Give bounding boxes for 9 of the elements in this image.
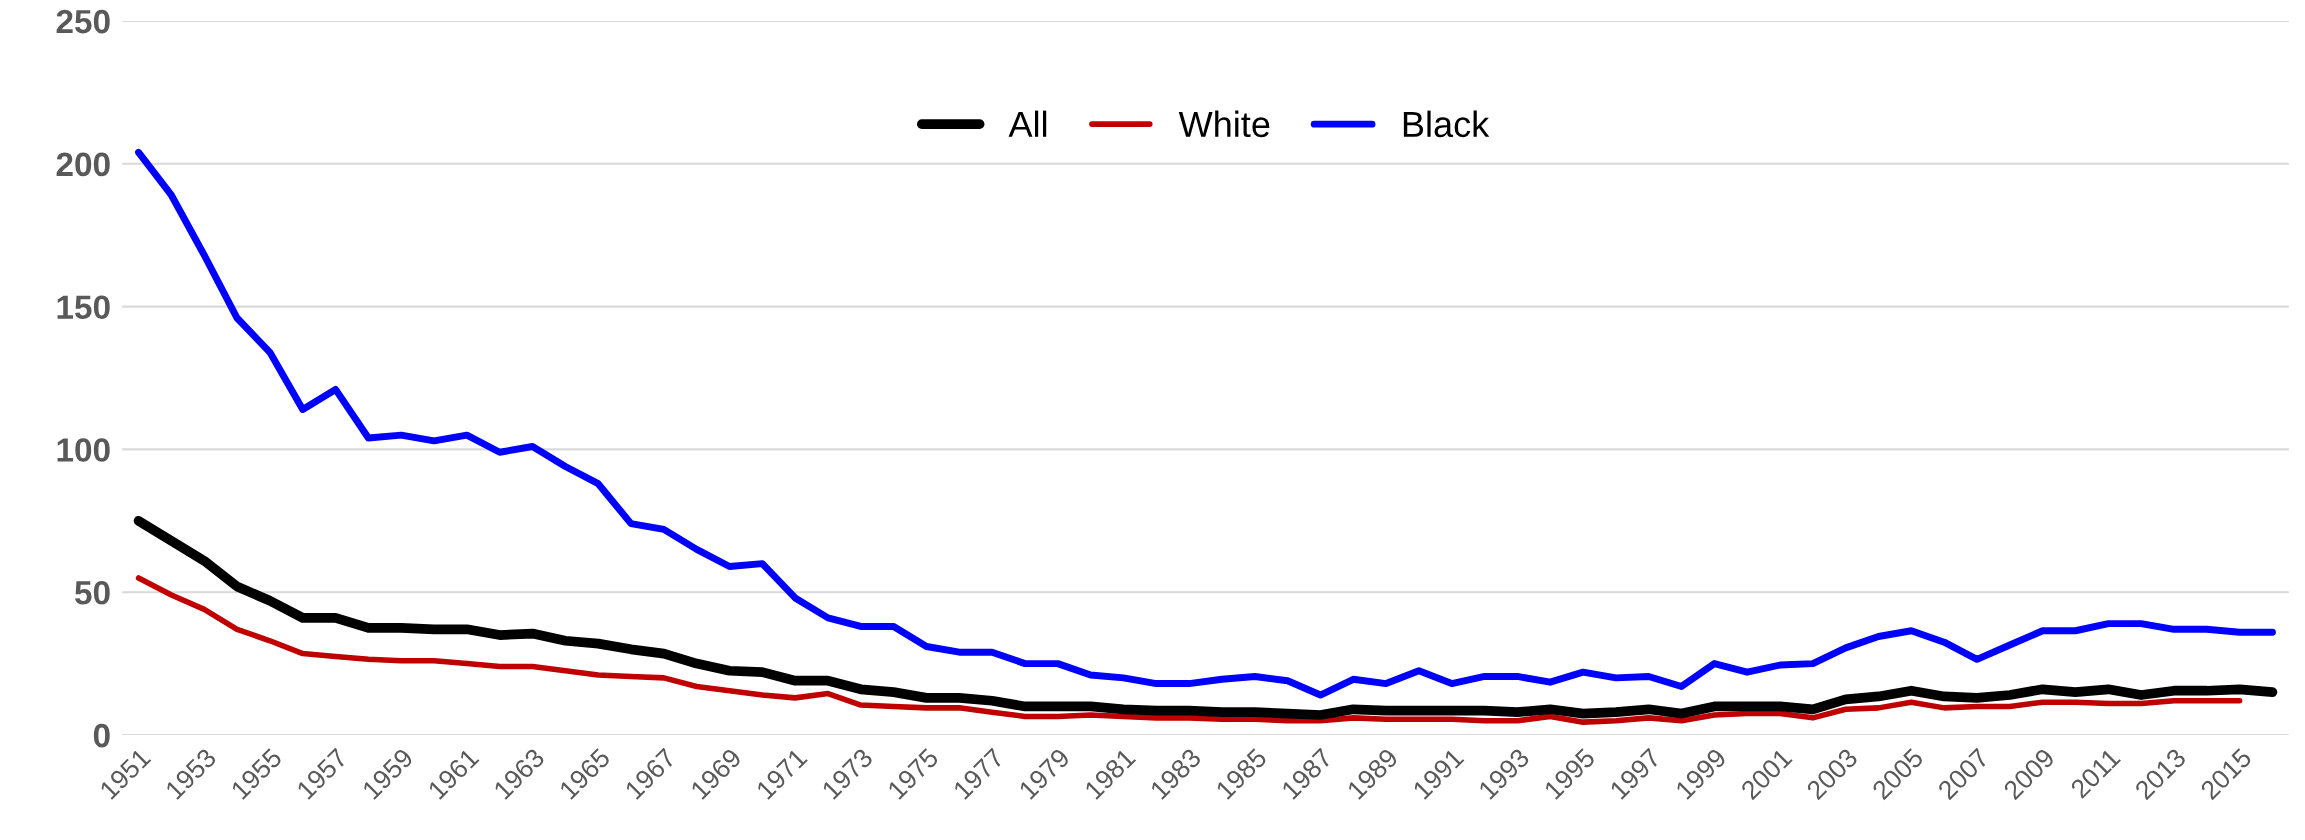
y-tick-label: 50 (75, 581, 110, 605)
legend-label: White (1178, 110, 1270, 138)
y-tick-label: 0 (93, 723, 110, 748)
y-tick-label: 150 (57, 295, 110, 320)
y-tick-label: 200 (56, 152, 110, 177)
y-tick-label: 250 (56, 9, 110, 34)
legend-label: Black (1403, 110, 1490, 138)
legend-label: All (1008, 110, 1047, 137)
y-tick-label: 100 (57, 438, 110, 462)
